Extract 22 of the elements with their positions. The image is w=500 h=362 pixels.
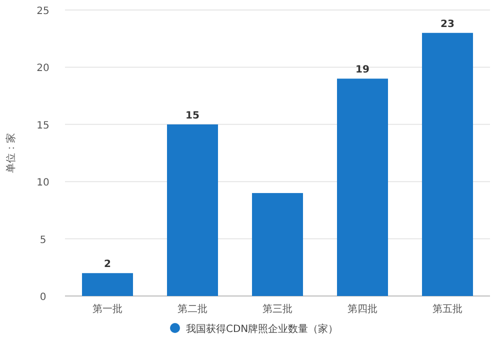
text: 15 (186, 110, 200, 122)
y-tick-label: 5 (40, 234, 46, 246)
x-tick-label: 第一批 (92, 303, 122, 315)
y-axis-title: 单位：家 (5, 133, 17, 173)
text: 23 (440, 18, 454, 30)
text: 2 (104, 259, 111, 270)
bar (82, 273, 133, 296)
bar (422, 32, 473, 296)
y-tick-label: 10 (36, 178, 50, 189)
x-tick-label: 第五批 (432, 303, 462, 315)
x-tick-label: 第二批 (178, 303, 208, 315)
bar (252, 193, 303, 296)
bar (167, 124, 218, 296)
text: 19 (356, 64, 370, 76)
bar (337, 78, 388, 296)
y-tick-label: 20 (36, 63, 50, 74)
y-tick-label: 25 (36, 6, 50, 17)
x-tick-label: 第三批 (262, 303, 292, 315)
legend-label: 我国获得CDN牌照企业数量（家） (186, 323, 338, 335)
x-tick-label: 第四批 (348, 303, 378, 315)
y-tick-label: 0 (40, 292, 46, 303)
y-tick-label: 15 (36, 120, 50, 132)
